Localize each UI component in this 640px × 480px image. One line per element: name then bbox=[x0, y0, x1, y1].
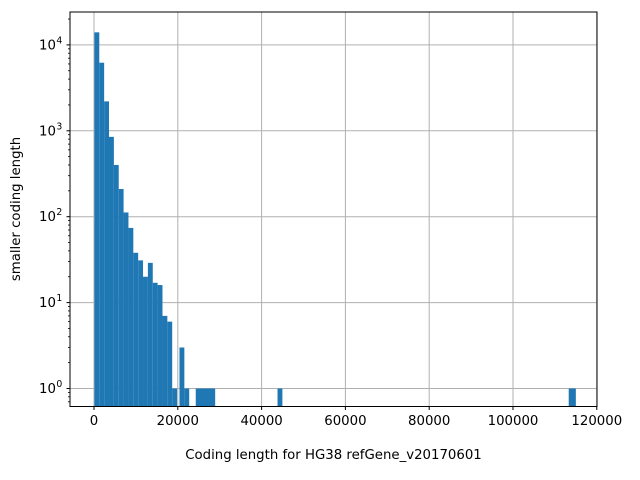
y-tick-label: 103 bbox=[39, 121, 62, 139]
x-tick-label: 0 bbox=[90, 414, 98, 429]
histogram-bar bbox=[162, 315, 168, 407]
x-tick-label: 100000 bbox=[488, 414, 539, 429]
y-tick-exponent: 2 bbox=[56, 207, 62, 218]
histogram-bar bbox=[104, 101, 110, 407]
x-tick-label: 40000 bbox=[240, 414, 282, 429]
histogram-bar bbox=[128, 227, 134, 407]
x-tick-label: 60000 bbox=[324, 414, 366, 429]
histogram-bar bbox=[195, 388, 216, 407]
histogram-bar bbox=[143, 276, 148, 407]
y-tick-label: 104 bbox=[39, 35, 62, 53]
bars-layer bbox=[94, 32, 576, 407]
histogram-bar bbox=[184, 388, 190, 407]
histogram-bar bbox=[568, 388, 576, 407]
y-tick-exponent: 3 bbox=[56, 121, 62, 132]
histogram-bar bbox=[167, 321, 173, 407]
histogram-bar bbox=[277, 388, 283, 407]
y-tick-label: 102 bbox=[39, 207, 62, 225]
y-tick-label: 101 bbox=[39, 293, 62, 311]
x-tick-label: 120000 bbox=[571, 414, 622, 429]
histogram-bar bbox=[133, 252, 139, 407]
histogram-bar bbox=[157, 285, 163, 407]
x-axis: 0 20000 40000 60000 80000 100000 120000 bbox=[90, 406, 622, 429]
y-tick-exponent: 0 bbox=[56, 379, 62, 390]
x-tick-label: 80000 bbox=[408, 414, 450, 429]
plot-frame bbox=[69, 11, 598, 407]
histogram-bar bbox=[123, 212, 129, 407]
histogram-bar bbox=[99, 62, 105, 407]
y-tick-label: 100 bbox=[39, 379, 62, 397]
histogram-bar bbox=[113, 164, 119, 407]
grid-layer bbox=[70, 12, 598, 407]
histogram-bar bbox=[94, 32, 100, 407]
y-tick-exponent: 4 bbox=[56, 35, 62, 46]
y-axis-label: smaller coding length bbox=[9, 137, 24, 281]
histogram-bar bbox=[138, 260, 144, 407]
x-tick-label: 20000 bbox=[157, 414, 199, 429]
histogram-bar bbox=[172, 388, 178, 407]
x-axis-label: Coding length for HG38 refGene_v20170601 bbox=[185, 448, 482, 463]
histogram-bar bbox=[118, 189, 124, 407]
histogram-bar bbox=[147, 262, 153, 407]
histogram-bar bbox=[109, 136, 114, 407]
histogram-bar bbox=[179, 347, 185, 407]
histogram-bar bbox=[152, 282, 158, 407]
y-tick-exponent: 1 bbox=[56, 293, 62, 304]
